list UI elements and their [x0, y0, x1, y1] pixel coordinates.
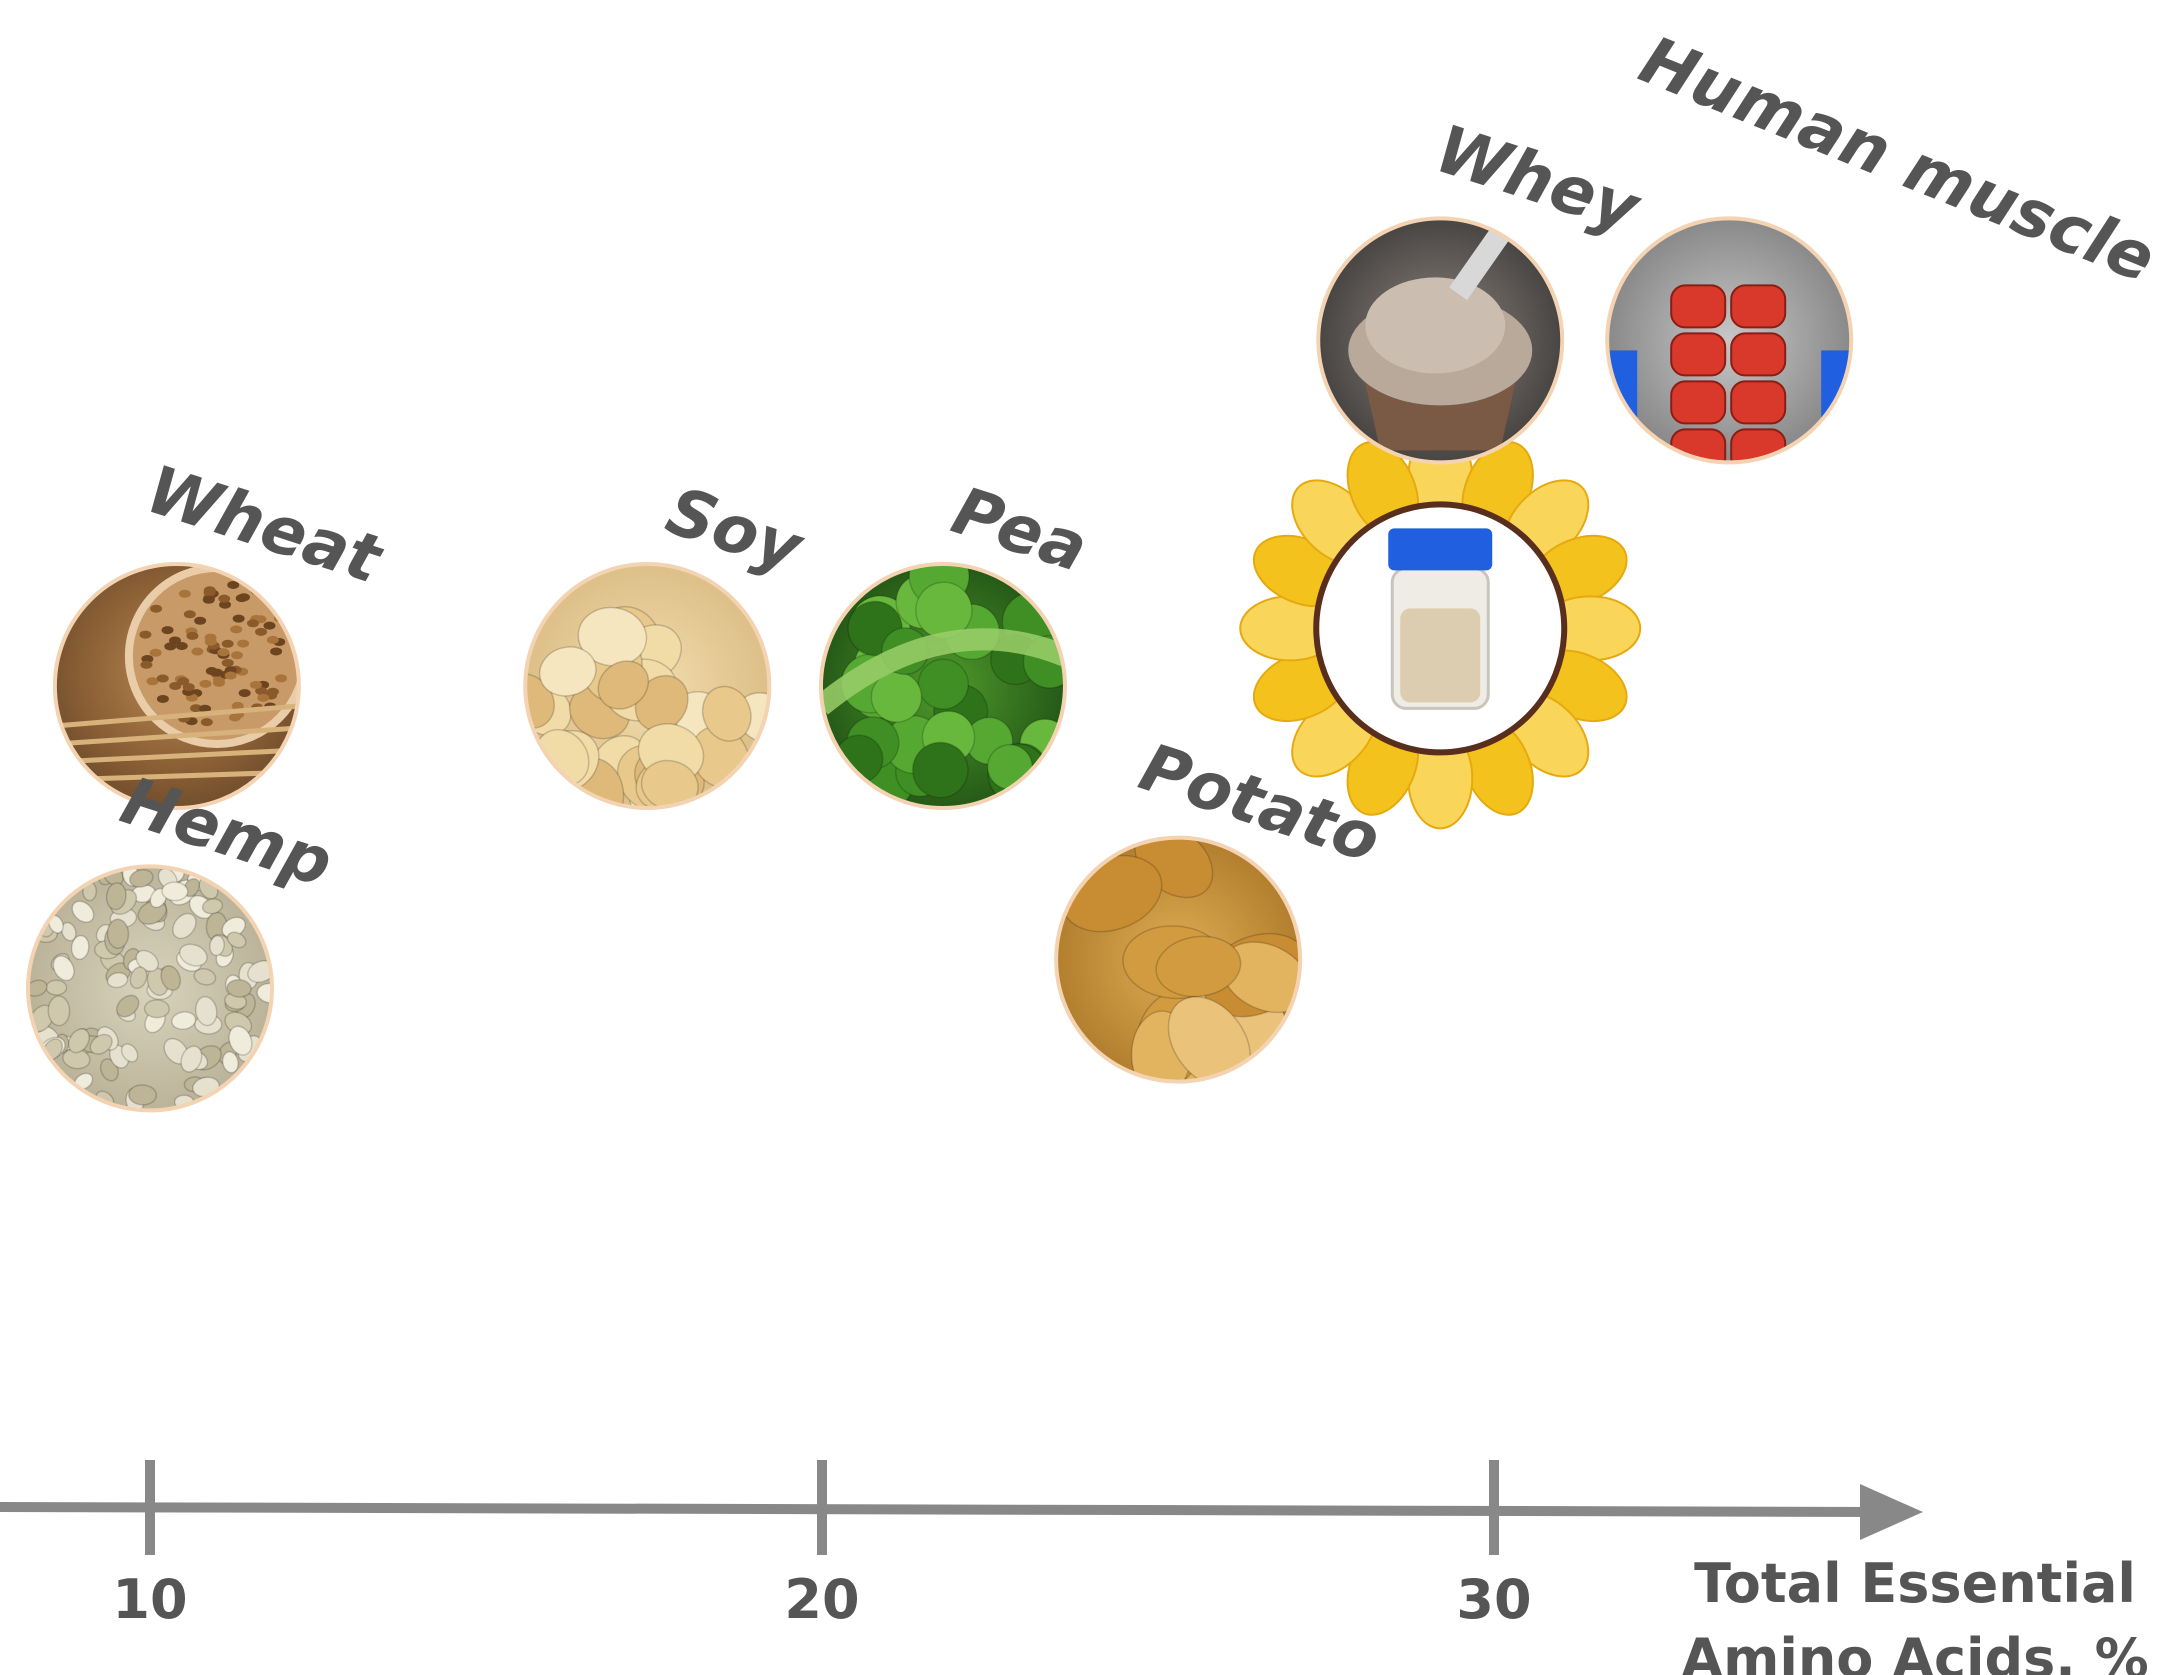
soybeans-marker: [523, 562, 772, 810]
point-protein-powder-jar-sunflower: [1239, 427, 1642, 830]
point-hemp-seeds: Hemp: [26, 762, 342, 1113]
point-wheat-grains-bowl: Wheat: [52, 451, 392, 810]
whey-scoop-marker: [1316, 216, 1565, 465]
x-tick-label-10: 10: [112, 1568, 187, 1631]
hemp-seeds-marker: [26, 864, 274, 1113]
wheat-grains-bowl-marker: [52, 562, 301, 810]
point-soybeans: Soy: [523, 472, 814, 810]
x-axis-ticks: 10 20 30: [112, 1460, 1532, 1631]
potatoes-marker: [1054, 835, 1303, 1084]
x-axis-line: [0, 1502, 1883, 1517]
x-axis-title-line-1: Total Essential: [1694, 1552, 2136, 1615]
abdominal-muscles-marker: [1605, 216, 1854, 465]
green-peas-in-pod-marker: [818, 562, 1067, 810]
point-potatoes: Potato: [1054, 728, 1389, 1084]
point-whey-scoop: Whey: [1316, 110, 1651, 465]
x-axis-title-line-2: Amino Acids, %: [1681, 1627, 2148, 1675]
x-axis-arrowhead: [1860, 1484, 1923, 1540]
x-tick-label-30: 30: [1456, 1568, 1531, 1631]
x-tick-label-20: 20: [784, 1568, 859, 1631]
point-green-peas-in-pod: Pea: [818, 472, 1096, 810]
point-abdominal-muscles: Human muscle: [1605, 21, 2159, 465]
